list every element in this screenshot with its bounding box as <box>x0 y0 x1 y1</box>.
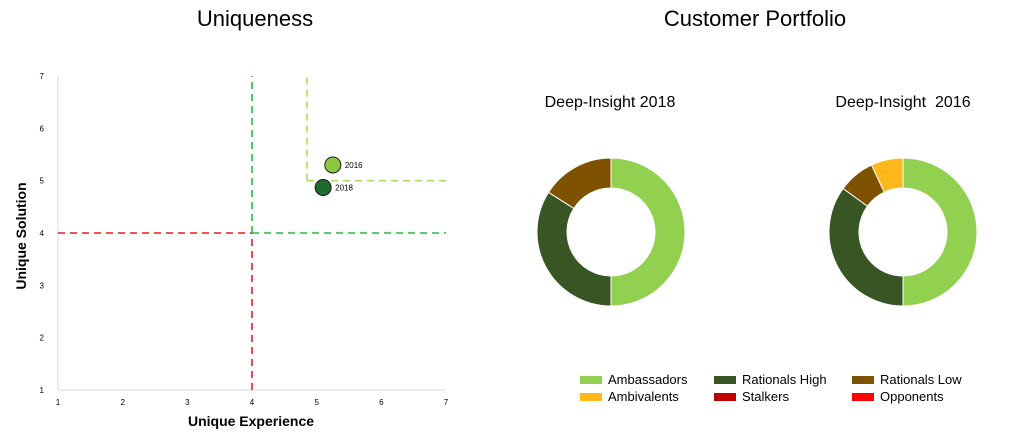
donut-slice-rationals-high <box>828 187 904 307</box>
y-axis-title: Unique Solution <box>13 182 29 289</box>
data-point-label: 2016 <box>345 161 363 170</box>
donut-slice-ambassadors <box>902 157 978 307</box>
y-tick-label: 5 <box>40 177 45 186</box>
donut-title-2018: Deep-Insight 2018 <box>545 94 676 111</box>
donut-slices-2016 <box>828 157 978 307</box>
legend-label: Rationals Low <box>880 372 962 387</box>
x-tick-label: 4 <box>250 398 255 407</box>
legend-swatch <box>852 376 874 384</box>
donut-chart-2018: Deep-Insight 2018 <box>536 94 686 307</box>
legend-swatch <box>580 376 602 384</box>
data-point-2018 <box>314 178 332 196</box>
x-tick-label: 6 <box>379 398 384 407</box>
legend-swatch <box>852 393 874 401</box>
data-points: 2016 2018 <box>314 156 363 196</box>
uniqueness-scatter-chart: 1 2 3 4 5 6 7 1 2 3 4 5 6 7 2016 2018 Unique Experien… <box>13 72 449 429</box>
portfolio-title: Customer Portfolio <box>663 6 847 31</box>
y-tick-label: 7 <box>40 72 45 81</box>
donut-slice-ambivalents <box>870 157 904 193</box>
x-tick-label: 7 <box>444 398 449 407</box>
x-tick-label: 2 <box>120 398 125 407</box>
reference-lines <box>58 76 446 390</box>
y-tick-label: 6 <box>40 124 45 133</box>
scatter-chart-title: Uniqueness <box>196 6 314 31</box>
legend-swatch <box>714 376 736 384</box>
legend-label: Ambassadors <box>608 372 688 387</box>
data-point-2016 <box>324 156 342 174</box>
y-tick-label: 2 <box>40 334 45 343</box>
legend-label: Opponents <box>880 389 944 404</box>
donut-slice-ambassadors <box>610 157 686 307</box>
chart-legend: Ambassadors Rationals High Rationals Low Am… <box>580 372 962 404</box>
legend-label: Rationals High <box>742 372 827 387</box>
donut-chart-2016: Deep-Insight 2016 <box>828 94 978 307</box>
y-tick-labels: 1 2 3 4 5 6 7 <box>40 72 45 395</box>
donut-slices-2018 <box>536 157 686 307</box>
legend-label: Stalkers <box>742 389 789 404</box>
donut-slice-rationals-high <box>536 191 612 307</box>
x-tick-label: 5 <box>314 398 319 407</box>
legend-swatch <box>580 393 602 401</box>
legend-label: Ambivalents <box>608 389 679 404</box>
donut-slice-rationals-low <box>547 157 612 210</box>
x-axis-title: Unique Experience <box>188 413 314 429</box>
data-point-label: 2018 <box>335 183 353 192</box>
y-tick-label: 1 <box>40 386 45 395</box>
y-tick-label: 3 <box>40 281 45 290</box>
donut-title-2016: Deep-Insight 2016 <box>835 94 970 111</box>
x-tick-label: 3 <box>185 398 190 407</box>
x-tick-label: 1 <box>56 398 61 407</box>
legend-swatch <box>714 393 736 401</box>
x-tick-labels: 1 2 3 4 5 6 7 <box>56 398 449 407</box>
y-tick-label: 4 <box>40 229 45 238</box>
